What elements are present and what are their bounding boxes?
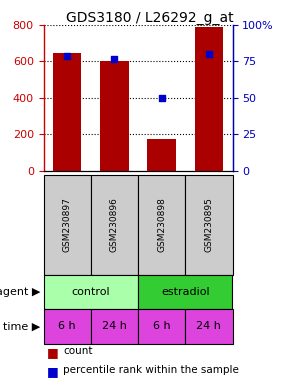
Text: percentile rank within the sample: percentile rank within the sample: [63, 365, 239, 375]
Text: 24 h: 24 h: [102, 321, 127, 331]
Text: ■: ■: [46, 346, 58, 359]
Bar: [53, 53, 81, 171]
Bar: [148, 139, 176, 171]
Point: [159, 95, 164, 101]
Text: 6 h: 6 h: [153, 321, 170, 331]
Text: control: control: [71, 287, 110, 297]
Bar: [100, 61, 128, 171]
Bar: [195, 27, 223, 171]
Text: GDS3180 / L26292_g_at: GDS3180 / L26292_g_at: [66, 11, 234, 25]
Text: estradiol: estradiol: [161, 287, 210, 297]
Text: 6 h: 6 h: [58, 321, 76, 331]
Text: GSM230896: GSM230896: [110, 197, 119, 252]
Text: GSM230897: GSM230897: [63, 197, 72, 252]
Text: count: count: [63, 346, 92, 356]
Text: agent ▶: agent ▶: [0, 287, 40, 297]
Point: [65, 53, 70, 59]
Text: GSM230895: GSM230895: [204, 197, 213, 252]
Point: [206, 51, 211, 57]
Point: [112, 55, 117, 61]
Text: ■: ■: [46, 365, 58, 378]
Text: 24 h: 24 h: [196, 321, 221, 331]
Text: time ▶: time ▶: [3, 321, 40, 331]
Text: GSM230898: GSM230898: [157, 197, 166, 252]
